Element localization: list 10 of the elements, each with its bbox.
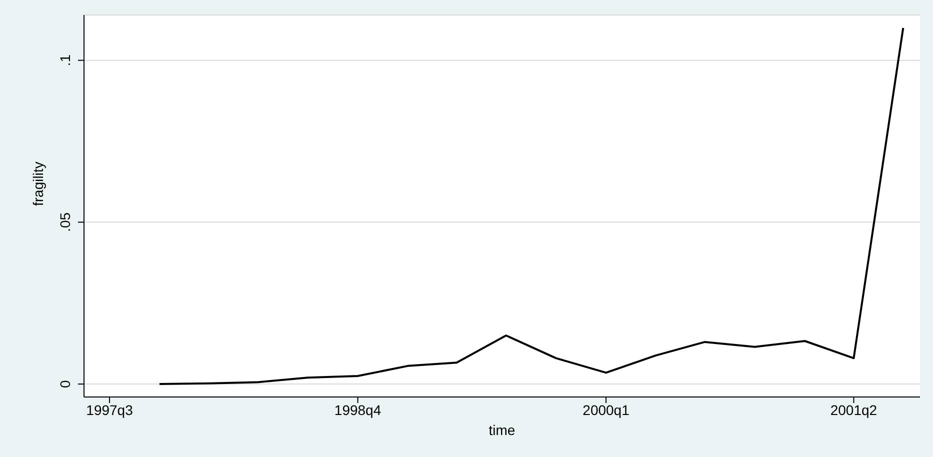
y-tick-label: .05	[57, 212, 73, 232]
x-tick-label: 2001q2	[830, 402, 878, 418]
y-axis-title: fragility	[30, 162, 46, 206]
x-tick-label: 1997q3	[86, 402, 134, 418]
y-tick-label: 0	[57, 380, 73, 388]
line-series	[158, 26, 904, 386]
x-tick-label: 2000q1	[582, 402, 630, 418]
x-tick-label: 1998q4	[334, 402, 382, 418]
y-tick-label: .1	[57, 54, 73, 66]
x-axis-title: time	[488, 422, 516, 438]
